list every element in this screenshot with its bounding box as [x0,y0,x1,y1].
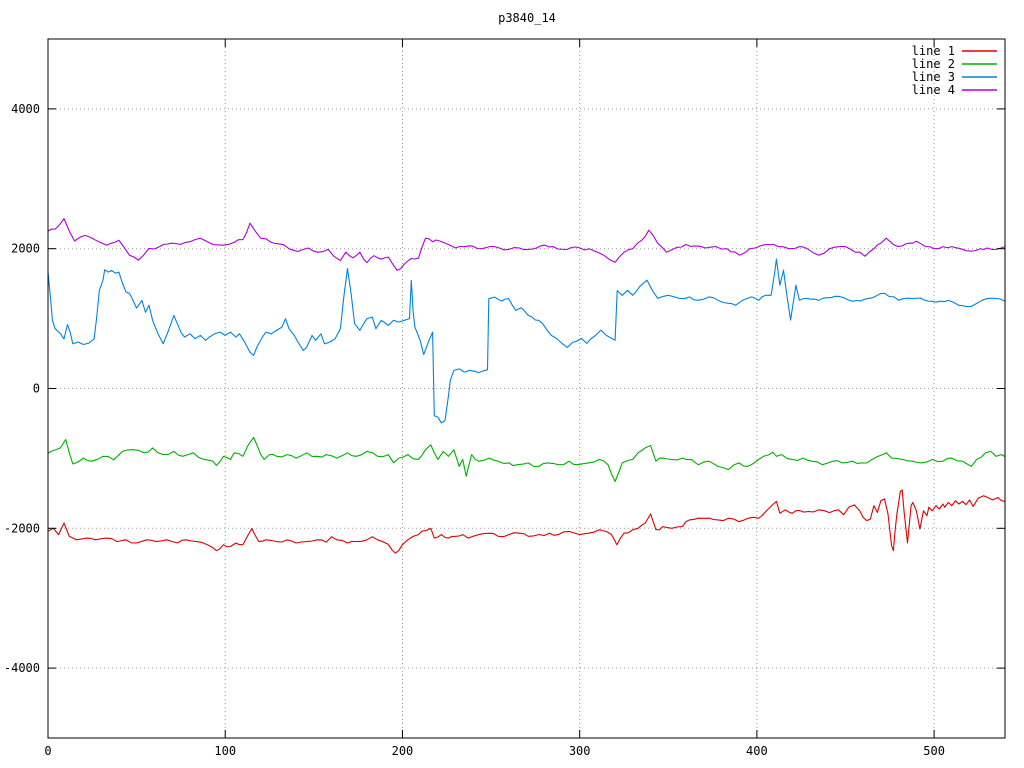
legend-entry: line 3 [912,70,997,84]
y-tick-label: -2000 [4,521,40,535]
x-tick-label: 200 [392,744,414,758]
series-line-1 [48,489,1005,554]
series-line-4 [48,218,1005,271]
x-tick-label: 500 [923,744,945,758]
legend-entry: line 4 [912,83,997,97]
legend-entry: line 1 [912,44,997,58]
legend-label: line 3 [912,70,955,84]
legend-label: line 2 [912,57,955,71]
series-line-2 [48,436,1005,483]
x-tick-label: 400 [746,744,768,758]
axes-layer: -4000 -2000 0 2000 4000 0 100 200 300 400 500 [4,38,1006,758]
y-tick-label: 4000 [11,102,40,116]
plot-border [47,38,1006,739]
y-tick-label: 2000 [11,242,40,256]
legend-label: line 4 [912,83,955,97]
y-tick-label: -4000 [4,661,40,675]
legend-label: line 1 [912,44,955,58]
x-tick-label: 100 [214,744,236,758]
chart-title: p3840_14 [498,11,556,25]
x-tick-label: 0 [44,744,51,758]
y-tick-label: 0 [33,382,40,396]
legend-entry: line 2 [912,57,997,71]
series-line-3 [48,258,1005,424]
series-layer [48,218,1005,554]
grid-layer [48,39,1005,738]
x-tick-label: 300 [569,744,591,758]
